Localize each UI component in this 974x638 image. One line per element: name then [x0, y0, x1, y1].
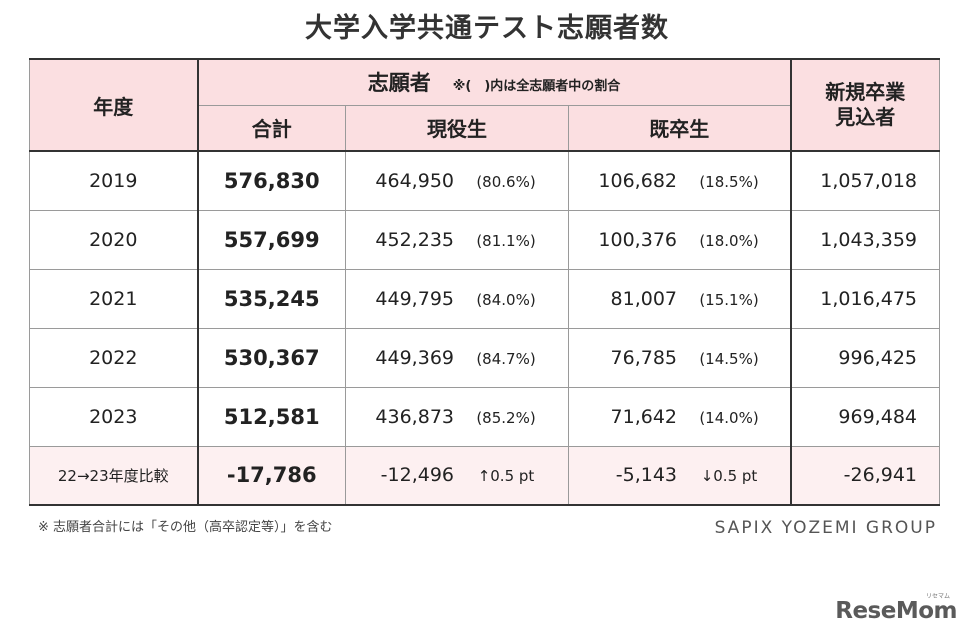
new-grads-cell: 1,016,475: [789, 268, 940, 329]
comparison-graduates-change: ↓0.5 pt: [700, 467, 758, 486]
header-new-grads-line1: 新規卒業: [825, 80, 906, 104]
comparison-label: 22→23年度比較: [29, 445, 199, 506]
brand-logo: ReseMom: [835, 598, 957, 624]
header-new-grads: 新規卒業 見込者: [789, 58, 940, 152]
graduates-percent: (15.1%): [699, 290, 759, 309]
header-applicants-note: ※( )内は全志願者中の割合: [452, 79, 621, 95]
graduates-value: 100,376: [598, 228, 677, 251]
graduates-value: 71,642: [610, 405, 677, 428]
graduates-percent: (14.5%): [699, 349, 759, 368]
graduates-cell: 106,682 (18.5%): [568, 150, 791, 211]
table-row: 2023 512,581 436,873 (85.2%) 71,642 (14.0%…: [29, 386, 940, 447]
table-row: 2022 530,367 449,369 (84.7%) 76,785 (14.5%…: [29, 327, 940, 388]
total-cell: 535,245: [197, 268, 346, 329]
page-title: 大学入学共通テスト志願者数: [305, 13, 669, 44]
comparison-row: 22→23年度比較 -17,786 -12,496 ↑0.5 pt -5,143 ↓…: [29, 445, 940, 506]
header-applicants-group: 志願者 ※( )内は全志願者中の割合: [197, 58, 791, 106]
new-grads-cell: 969,484: [789, 386, 940, 447]
total-cell: 557,699: [197, 209, 346, 270]
table-header-row-2: 合計 現役生 既卒生: [30, 104, 940, 152]
graduates-percent: (18.5%): [699, 172, 759, 191]
table-row: 2020 557,699 452,235 (81.1%) 100,376 (18.0…: [29, 209, 940, 270]
year-cell: 2021: [29, 268, 199, 329]
current-value: 464,950: [375, 169, 454, 192]
header-total: 合計: [197, 104, 346, 152]
current-cell: 452,235 (81.1%): [345, 209, 569, 270]
group-name: SAPIX YOZEMI GROUP: [714, 518, 937, 538]
current-value: 436,873: [375, 405, 454, 428]
comparison-graduates-value: -5,143: [615, 464, 677, 487]
current-value: 449,369: [375, 346, 454, 369]
current-percent: (85.2%): [476, 408, 536, 427]
table-row: 2019 576,830 464,950 (80.6%) 106,682 (18.5…: [29, 150, 940, 211]
current-value: 449,795: [375, 287, 454, 310]
graduates-percent: (18.0%): [699, 231, 759, 250]
new-grads-cell: 996,425: [789, 327, 940, 388]
table-header-row-1: 年度 志願者 ※( )内は全志願者中の割合 新規卒業 見込者: [29, 58, 940, 152]
brand-logo-sub: リセマム: [925, 593, 950, 600]
current-percent: (80.6%): [476, 172, 536, 191]
current-value: 452,235: [375, 228, 454, 251]
comparison-current-cell: -12,496 ↑0.5 pt: [345, 445, 569, 506]
graduates-value: 106,682: [598, 169, 677, 192]
graduates-value: 76,785: [610, 346, 677, 369]
new-grads-cell: 1,043,359: [789, 209, 940, 270]
comparison-new-grads: -26,941: [789, 445, 940, 506]
comparison-current-value: -12,496: [380, 464, 454, 487]
total-cell: 512,581: [197, 386, 346, 447]
year-cell: 2023: [29, 386, 199, 447]
graduates-cell: 71,642 (14.0%): [568, 386, 791, 447]
comparison-graduates-cell: -5,143 ↓0.5 pt: [568, 445, 791, 506]
comparison-current-change: ↑0.5 pt: [477, 467, 535, 486]
table-row: 2021 535,245 449,795 (84.0%) 81,007 (15.1%…: [29, 268, 940, 329]
total-cell: 530,367: [197, 327, 346, 388]
comparison-total: -17,786: [197, 445, 346, 506]
current-cell: 464,950 (80.6%): [345, 150, 569, 211]
current-cell: 449,369 (84.7%): [345, 327, 569, 388]
graduates-cell: 81,007 (15.1%): [568, 268, 791, 329]
footnote: ※ 志願者合計には「その他（高卒認定等）」を含む: [38, 520, 333, 535]
header-year: 年度: [29, 58, 199, 152]
new-grads-cell: 1,057,018: [789, 150, 940, 211]
current-cell: 436,873 (85.2%): [345, 386, 569, 447]
header-applicants: 志願者: [367, 71, 431, 96]
current-percent: (81.1%): [476, 231, 536, 250]
total-cell: 576,830: [197, 150, 346, 211]
current-cell: 449,795 (84.0%): [345, 268, 569, 329]
graduates-value: 81,007: [610, 287, 677, 310]
year-cell: 2019: [29, 150, 199, 211]
year-cell: 2022: [29, 327, 199, 388]
applicants-table: 年度 志願者 ※( )内は全志願者中の割合 新規卒業 見込者 合計 現役生 既卒生…: [29, 58, 940, 506]
year-cell: 2020: [29, 209, 199, 270]
header-new-grads-line2: 見込者: [835, 105, 896, 129]
current-percent: (84.0%): [476, 290, 536, 309]
current-percent: (84.7%): [476, 349, 536, 368]
graduates-cell: 100,376 (18.0%): [568, 209, 791, 270]
header-graduates: 既卒生: [568, 104, 791, 152]
graduates-percent: (14.0%): [699, 408, 759, 427]
graduates-cell: 76,785 (14.5%): [568, 327, 791, 388]
header-current: 現役生: [345, 104, 569, 152]
